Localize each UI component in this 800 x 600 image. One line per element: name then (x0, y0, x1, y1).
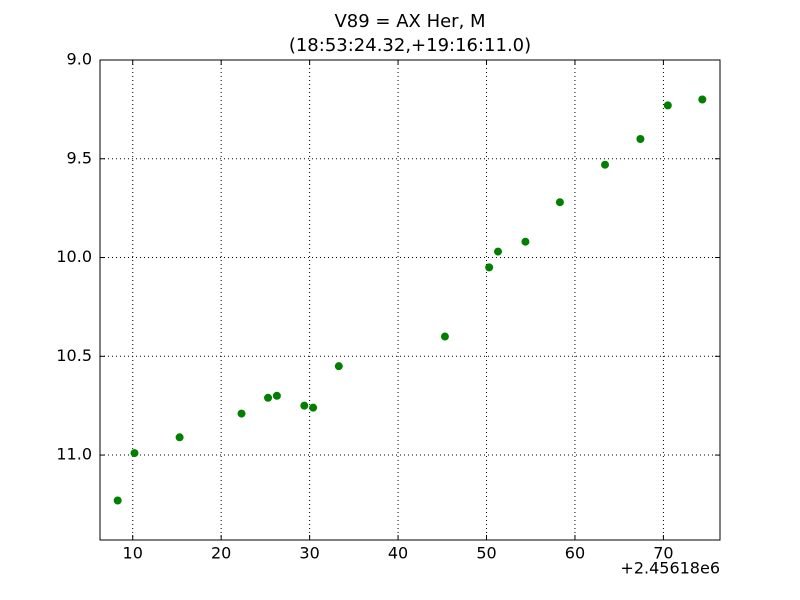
y-tick-label: 10.5 (56, 346, 92, 365)
scatter-point (663, 101, 672, 110)
scatter-point (521, 237, 530, 246)
x-tick-label: 20 (211, 544, 231, 563)
y-tick-label: 9.5 (67, 148, 92, 167)
scatter-point (300, 401, 309, 410)
scatter-point (272, 391, 281, 400)
x-tick-label: 10 (123, 544, 143, 563)
scatter-point (237, 409, 246, 418)
scatter-point (636, 135, 645, 144)
x-tick-label: 50 (476, 544, 496, 563)
scatter-point (698, 95, 707, 104)
scatter-point (440, 332, 449, 341)
chart-subtitle: (18:53:24.32,+19:16:11.0) (289, 35, 531, 56)
y-tick-label: 11.0 (56, 445, 92, 464)
x-offset-label: +2.45618e6 (620, 559, 720, 578)
scatter-point (601, 160, 610, 169)
scatter-point (555, 198, 564, 207)
scatter-point (264, 393, 273, 402)
chart-title: V89 = AX Her, M (334, 11, 485, 32)
scatter-point (309, 403, 318, 412)
scatter-point (130, 449, 139, 458)
scatter-point (334, 362, 343, 371)
scatter-point (494, 247, 503, 256)
plot-frame (99, 59, 721, 541)
x-tick-label: 30 (299, 544, 319, 563)
scatter-point (175, 433, 184, 442)
x-tick-label: 40 (388, 544, 408, 563)
scatter-point (485, 263, 494, 272)
x-tick-label: 60 (565, 544, 585, 563)
y-tick-label: 10.0 (56, 247, 92, 266)
scatter-point (113, 496, 122, 505)
x-tick-label: 70 (653, 544, 673, 563)
y-tick-label: 9.0 (67, 50, 92, 69)
